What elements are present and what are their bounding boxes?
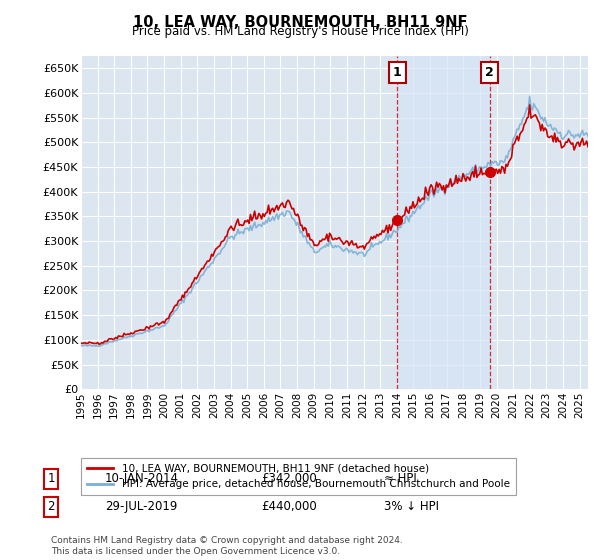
Text: 10, LEA WAY, BOURNEMOUTH, BH11 9NF: 10, LEA WAY, BOURNEMOUTH, BH11 9NF <box>133 15 467 30</box>
Text: 3% ↓ HPI: 3% ↓ HPI <box>384 500 439 514</box>
Text: Price paid vs. HM Land Registry's House Price Index (HPI): Price paid vs. HM Land Registry's House … <box>131 25 469 38</box>
Text: 1: 1 <box>47 472 55 486</box>
Text: ≈ HPI: ≈ HPI <box>384 472 417 486</box>
Text: £440,000: £440,000 <box>261 500 317 514</box>
Text: 1: 1 <box>393 66 402 79</box>
Text: 10-JAN-2014: 10-JAN-2014 <box>105 472 179 486</box>
Text: 29-JUL-2019: 29-JUL-2019 <box>105 500 178 514</box>
Legend: 10, LEA WAY, BOURNEMOUTH, BH11 9NF (detached house), HPI: Average price, detache: 10, LEA WAY, BOURNEMOUTH, BH11 9NF (deta… <box>81 458 516 496</box>
Text: 2: 2 <box>47 500 55 514</box>
Text: 2: 2 <box>485 66 494 79</box>
Text: £342,000: £342,000 <box>261 472 317 486</box>
Bar <box>397 56 490 389</box>
Text: Contains HM Land Registry data © Crown copyright and database right 2024.
This d: Contains HM Land Registry data © Crown c… <box>51 536 403 556</box>
